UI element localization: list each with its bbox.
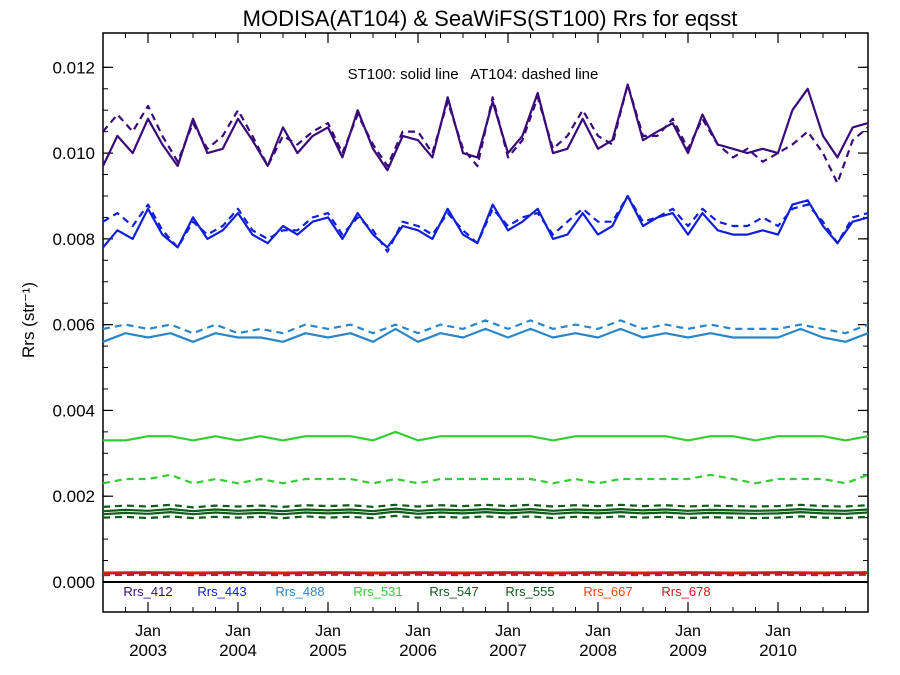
y-tick-label: 0.006 xyxy=(52,316,95,335)
y-tick-label: 0.008 xyxy=(52,230,95,249)
x-tick-month-label: Jan xyxy=(585,623,611,640)
y-tick-label: 0.012 xyxy=(52,58,95,77)
line-style-annotation: ST100: solid line AT104: dashed line xyxy=(348,66,599,83)
x-tick-month-label: Jan xyxy=(765,623,791,640)
series-line-rrs-547-solid xyxy=(102,507,869,513)
x-tick-year-label: 2009 xyxy=(669,641,707,660)
plot-frame xyxy=(102,32,869,613)
legend-entry-rrs-412: Rrs_412 xyxy=(123,584,172,599)
series-line-rrs-531-solid xyxy=(103,430,869,442)
legend-entry-rrs-531: Rrs_531 xyxy=(353,584,402,599)
legend-entry-rrs-678: Rrs_678 xyxy=(661,584,710,599)
series-line-rrs-555-solid xyxy=(102,510,869,516)
y-tick-label: 0.004 xyxy=(52,401,95,420)
legend-entry-rrs-555: Rrs_555 xyxy=(505,584,554,599)
x-tick-year-label: 2010 xyxy=(759,641,797,660)
y-tick-label: 0.002 xyxy=(52,487,95,506)
x-tick-month-label: Jan xyxy=(405,623,431,640)
series-line-rrs-547-dashed xyxy=(102,503,869,509)
x-tick-month-label: Jan xyxy=(675,623,701,640)
y-axis-label: Rrs (str⁻¹) xyxy=(19,282,38,358)
series-line-rrs-412-solid xyxy=(102,83,869,172)
legend-entry-rrs-547: Rrs_547 xyxy=(429,584,478,599)
x-tick-month-label: Jan xyxy=(225,623,251,640)
series-line-rrs-488-solid xyxy=(102,327,869,343)
series-line-rrs-412-dashed xyxy=(102,83,869,185)
legend: Rrs_412 Rrs_443 Rrs_488 Rrs_531 Rrs_547 Rrs_5… xyxy=(123,584,710,599)
x-tick-month-label: Jan xyxy=(315,623,341,640)
y-tick-label: 0.010 xyxy=(52,144,95,163)
y-tick-label: 0.000 xyxy=(52,573,95,592)
x-tick-year-label: 2004 xyxy=(219,641,257,660)
series-lines xyxy=(102,83,869,577)
series-line-rrs-555-dashed xyxy=(102,514,869,520)
x-tick-year-label: 2003 xyxy=(129,641,167,660)
x-tick-month-label: Jan xyxy=(495,623,521,640)
tick-labels: 0.0000.0020.0040.0060.0080.0100.012Jan20… xyxy=(52,58,796,660)
x-tick-year-label: 2007 xyxy=(489,641,527,660)
legend-entry-rrs-443: Rrs_443 xyxy=(197,584,246,599)
x-tick-month-label: Jan xyxy=(135,623,161,640)
x-tick-year-label: 2008 xyxy=(579,641,617,660)
x-tick-year-label: 2005 xyxy=(309,641,347,660)
series-line-rrs-531-dashed xyxy=(102,473,869,485)
legend-entry-rrs-667: Rrs_667 xyxy=(583,584,632,599)
x-tick-year-label: 2006 xyxy=(399,641,437,660)
chart-title: MODISA(AT104) & SeaWiFS(ST100) Rrs for e… xyxy=(243,6,738,31)
axes xyxy=(102,32,869,613)
legend-entry-rrs-488: Rrs_488 xyxy=(275,584,324,599)
series-line-rrs-488-dashed xyxy=(102,319,869,335)
series-line-rrs-443-solid xyxy=(102,194,869,249)
series-line-rrs-443-dashed xyxy=(102,194,869,253)
